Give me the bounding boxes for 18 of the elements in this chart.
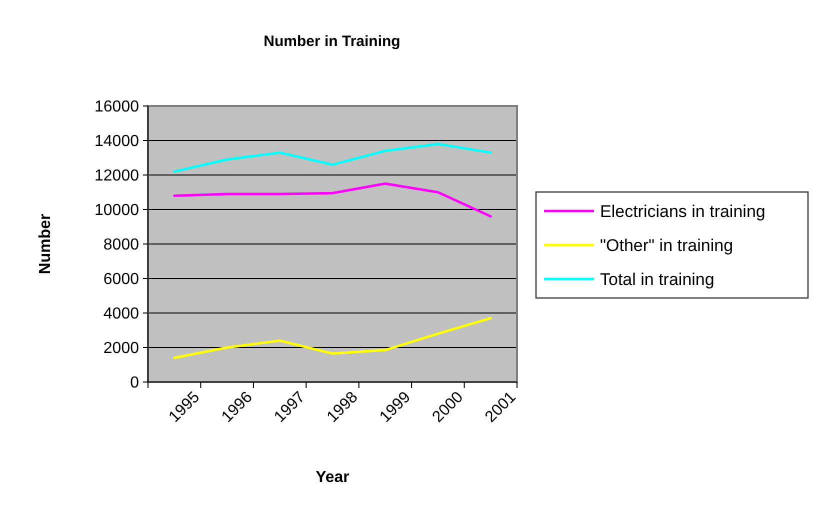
- y-tick-label: 16000: [94, 98, 140, 116]
- y-tick-label: 10000: [94, 202, 140, 220]
- y-tick-label: 4000: [103, 306, 140, 323]
- x-axis-title: Year: [316, 469, 350, 486]
- line-series: [173, 182, 492, 218]
- legend-label: Total in training: [600, 270, 714, 289]
- y-tick-label: 14000: [94, 133, 140, 150]
- y-tick-label: 0: [130, 374, 140, 392]
- y-tick-label: 8000: [103, 236, 140, 254]
- y-tick-label: 12000: [94, 168, 140, 185]
- legend-label: Electricians in training: [600, 202, 766, 221]
- y-tick-label: 2000: [103, 340, 140, 358]
- y-tick-label: 6000: [103, 271, 140, 288]
- legend-label: "Other" in training: [600, 236, 734, 255]
- line-series: [173, 316, 492, 360]
- y-axis-title: Number: [37, 214, 54, 274]
- line-series: [173, 142, 492, 173]
- chart-title: Number in Training: [264, 33, 400, 50]
